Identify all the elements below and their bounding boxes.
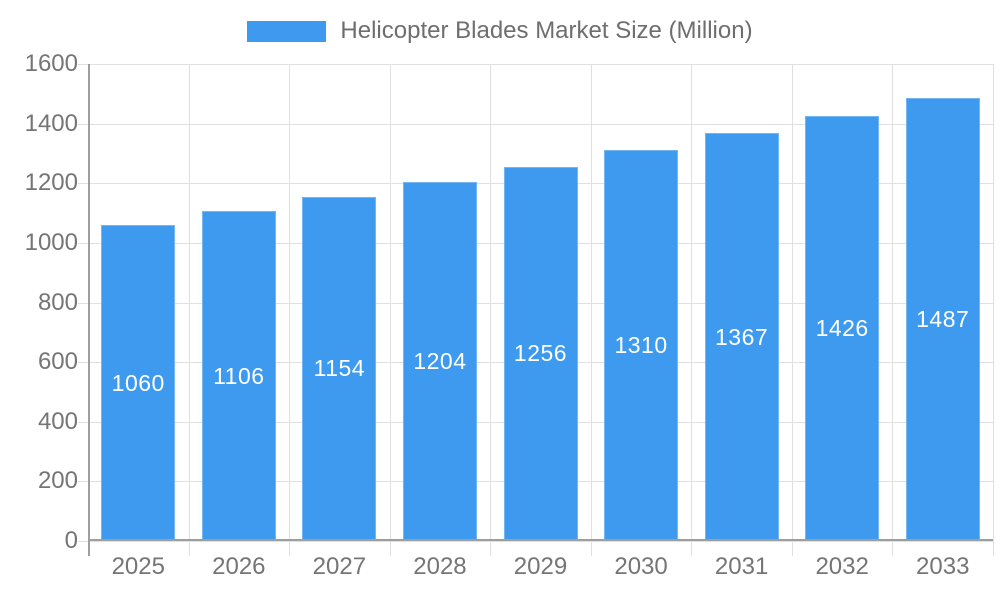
y-tick-label: 0 [64, 527, 78, 554]
bar-2026: 1106 [201, 211, 276, 541]
bar-value-label: 1154 [313, 355, 366, 382]
x-tick-label: 2029 [513, 553, 568, 580]
bar-2028: 1204 [402, 182, 477, 541]
y-tick-label: 600 [37, 348, 78, 376]
plot-area: 1060 1106 1154 1204 1256 1310 1367 1426 1487 [78, 64, 994, 556]
x-tick-label: 2030 [614, 553, 668, 580]
y-gridline [78, 541, 993, 542]
bar-value-label: 1310 [614, 332, 668, 359]
x-tick-label: 2033 [916, 553, 970, 580]
x-gridline [490, 64, 492, 556]
bar-value-label: 1426 [815, 314, 869, 341]
y-gridline [78, 64, 993, 65]
bar-2033: 1487 [905, 97, 980, 541]
x-gridline [993, 64, 994, 556]
bar-value-label: 1204 [413, 348, 467, 375]
y-axis-line [88, 64, 90, 556]
bar-value-label: 1256 [513, 340, 568, 367]
x-tick-label: 2032 [815, 553, 869, 580]
bar-2031: 1367 [704, 133, 779, 541]
bar-2025: 1060 [101, 225, 176, 541]
x-tick-label: 2028 [413, 553, 467, 580]
y-tick-label: 1000 [24, 228, 78, 256]
bar-value-label: 1060 [111, 369, 165, 396]
y-tick-label: 1200 [24, 169, 78, 197]
x-gridline [892, 64, 894, 556]
bar-2029: 1256 [503, 166, 578, 541]
legend: Helicopter Blades Market Size (Million) [0, 16, 1000, 46]
bar-value-label: 1367 [715, 323, 769, 350]
x-tick-label: 2025 [111, 553, 165, 580]
y-tick-label: 200 [37, 467, 78, 495]
bar-value-label: 1487 [916, 305, 970, 332]
bar-2030: 1310 [604, 150, 679, 541]
y-axis-labels: 0 200 400 600 800 1000 1200 1400 1600 [0, 50, 78, 554]
y-tick-label: 1400 [24, 109, 78, 137]
x-axis-labels: 2025 2026 2027 2028 2029 2030 2031 2032 2033 [88, 552, 993, 586]
bar-2027: 1154 [302, 196, 377, 541]
x-tick-label: 2026 [212, 553, 266, 580]
bar-value-label: 1106 [213, 362, 265, 389]
x-gridline [389, 64, 391, 556]
x-gridline [590, 64, 592, 556]
legend-label: Helicopter Blades Market Size (Million) [340, 17, 753, 44]
x-tick-label: 2031 [714, 553, 769, 580]
y-gridline [78, 123, 993, 125]
x-axis-line [88, 539, 993, 541]
y-tick-label: 1600 [24, 50, 78, 77]
x-gridline [289, 64, 291, 556]
y-tick-label: 800 [37, 288, 78, 316]
x-gridline [691, 64, 693, 556]
bar-2032: 1426 [805, 115, 880, 541]
legend-swatch [247, 20, 327, 42]
x-tick-label: 2027 [312, 553, 367, 580]
y-tick-label: 400 [37, 407, 78, 435]
x-gridline [791, 64, 793, 556]
x-gridline [188, 64, 190, 556]
